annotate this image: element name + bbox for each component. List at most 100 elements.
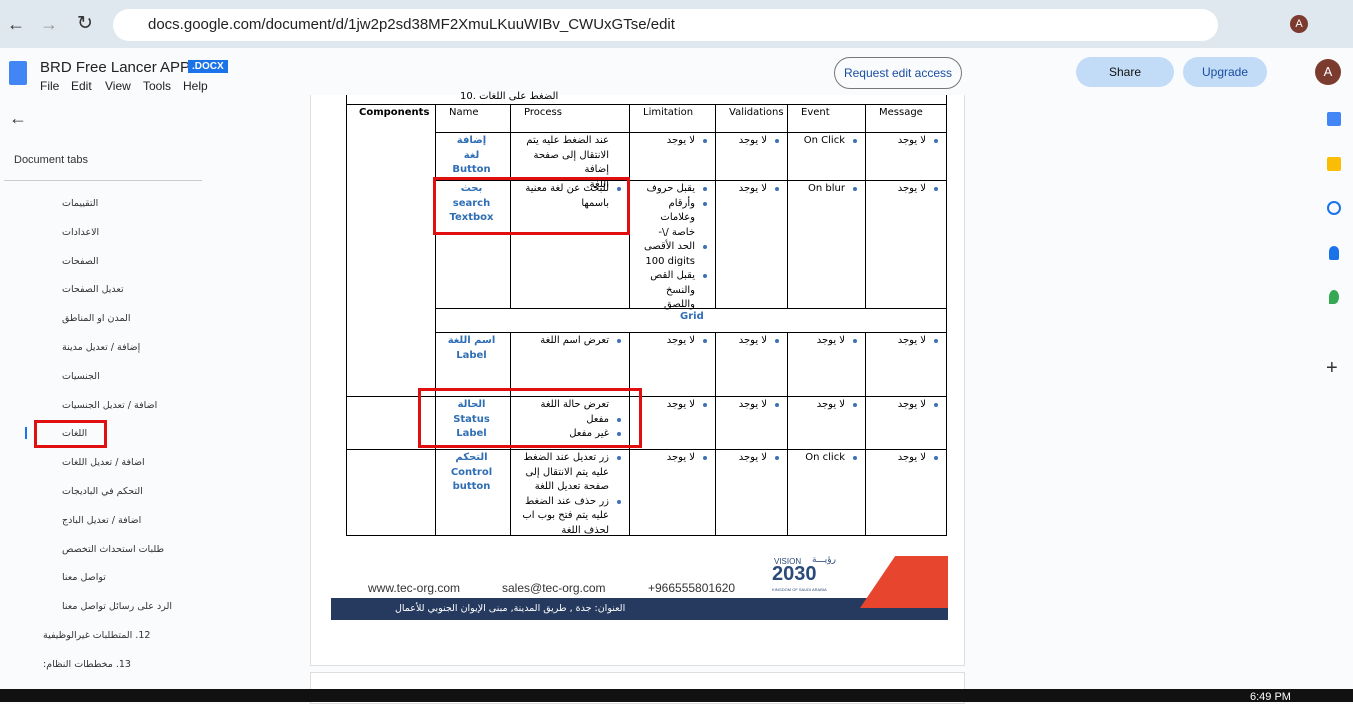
cell-item: زر تعديل عند الضغط عليه يتم الانتقال إلى ص…	[514, 451, 623, 495]
sidebar-item[interactable]: اضافة / تعديل اللغات	[62, 457, 145, 469]
cell-text: لا يوجد	[816, 335, 845, 346]
calendar-icon[interactable]	[1327, 112, 1341, 126]
table-border	[435, 180, 946, 181]
sidebar-item[interactable]: الاعدادات	[62, 226, 100, 238]
sidebar-item[interactable]: 13. مخططات النظام:	[43, 658, 131, 670]
cell-item: لا يوجد	[869, 398, 940, 413]
table-cell: لا يوجد	[719, 398, 781, 413]
cell-text: لحذف اللغة	[561, 524, 609, 536]
doc-badge: .DOCX	[188, 60, 228, 73]
divider	[4, 180, 202, 181]
cell-text: الحالة	[457, 399, 486, 410]
bullet	[775, 187, 779, 191]
bullet	[775, 456, 779, 460]
cell-text: On click	[805, 452, 845, 463]
docs-logo[interactable]	[9, 61, 27, 85]
table-border	[346, 95, 347, 535]
bullet	[617, 417, 621, 422]
table-border	[435, 332, 946, 333]
forward[interactable]: →	[40, 14, 58, 34]
sidebar-item[interactable]: تواصل معنا	[62, 572, 106, 584]
sidebar-item[interactable]: التقييمات	[62, 198, 99, 209]
cell-item: لا يوجد	[633, 398, 709, 413]
account-avatar[interactable]: A	[1315, 59, 1341, 85]
url-pill[interactable]	[113, 9, 1218, 41]
cell-item: إضافة لغة Button	[439, 134, 504, 178]
table-border	[346, 449, 946, 450]
cell-text: صفحة تعديل اللغة	[534, 481, 609, 492]
sidebar-item[interactable]: طلبات استحداث التخصص	[62, 543, 165, 555]
bullet	[703, 339, 707, 343]
cell-text: لا يوجد	[897, 399, 926, 410]
sidebar-item[interactable]: المدن او المناطق	[62, 313, 131, 325]
menu-item[interactable]: Help	[183, 79, 208, 93]
cell-item: لا يوجد	[791, 398, 859, 413]
cell-text: يقبل القص	[650, 270, 695, 281]
contacts-icon[interactable]	[1329, 246, 1339, 260]
sidebar-item[interactable]: التحكم في الباديجات	[62, 486, 143, 497]
cell-text: لا يوجد	[897, 452, 926, 463]
request-edit-button[interactable]: Request edit access	[834, 57, 962, 89]
cell-item: مفعل	[514, 413, 623, 428]
header-cell: Event	[801, 107, 830, 118]
cell-item: لا يوجد	[719, 182, 781, 197]
add-addon[interactable]: +	[1326, 357, 1338, 379]
table-cell: لا يوجد	[633, 451, 709, 466]
sidebar-item[interactable]: إضافة / تعديل مدينة	[62, 342, 141, 353]
table-cell: لا يوجد	[869, 334, 940, 349]
cell-text: التحكم	[455, 452, 488, 463]
sidebar-item[interactable]: اللغات	[62, 428, 88, 440]
bullet	[703, 139, 707, 143]
cell-item: لا يوجد	[719, 451, 781, 466]
header-cell: Name	[449, 107, 479, 118]
sidebar-item[interactable]: اضافة / تعديل الجنسيات	[62, 399, 158, 411]
bullet	[853, 139, 857, 143]
cell-item: تعرض حالة اللغة	[514, 398, 623, 413]
sidebar-item[interactable]: الرد على رسائل تواصل معنا	[62, 601, 172, 613]
back[interactable]: ←	[7, 14, 25, 34]
doc-title[interactable]: BRD Free Lancer APP	[40, 59, 191, 76]
cell-text: Control	[450, 466, 493, 478]
bullet	[617, 456, 621, 460]
menu-item[interactable]: Edit	[71, 79, 92, 93]
sidebar-item[interactable]: تعديل الصفحات	[62, 284, 124, 296]
cell-text: لا يوجد	[897, 135, 926, 146]
cell-text: عند الضغط عليه يتم	[526, 135, 609, 146]
maps-icon[interactable]	[1329, 290, 1339, 304]
table-border	[510, 104, 511, 308]
menu-item[interactable]: Tools	[143, 79, 172, 93]
cell-text: والنسخ	[665, 284, 695, 296]
bullet	[934, 339, 938, 343]
sidebar-item[interactable]: الجنسيات	[62, 370, 100, 382]
cell-item: يقبل حروف	[633, 182, 709, 197]
table-cell: لا يوجد	[791, 334, 859, 349]
table-cell: الحالة Status Label	[439, 398, 504, 442]
sidebar-item[interactable]: الصفحات	[62, 255, 99, 267]
reload[interactable]: ↻	[77, 13, 93, 34]
cell-text: يقبل حروف	[646, 183, 695, 194]
upgrade-button[interactable]: Upgrade	[1183, 57, 1267, 87]
url[interactable]: docs.google.com/document/d/1jw2p2sd38MF2…	[148, 16, 675, 33]
cell-item: بحث search Textbox	[439, 182, 504, 226]
menu-item[interactable]: View	[105, 79, 131, 93]
highlight-box	[433, 177, 630, 235]
sidebar-item[interactable]: 12. المتطلبات غيرالوظيفية	[43, 630, 151, 641]
sidebar-back[interactable]: ←	[9, 108, 27, 128]
table-border	[629, 332, 630, 535]
table-cell: عند الضغط عليه يتم الانتقال إلى صفحة إضاف…	[514, 134, 623, 192]
sidebar-item[interactable]: اضافة / تعديل البادج	[62, 514, 142, 526]
table-border	[435, 104, 436, 535]
cell-item: لا يوجد	[791, 334, 859, 349]
tasks-icon[interactable]	[1327, 201, 1341, 215]
cell-text: لا يوجد	[738, 452, 767, 463]
table-border	[346, 535, 947, 536]
keep-icon[interactable]	[1327, 157, 1341, 171]
table-cell: لا يوجد	[791, 398, 859, 413]
menu-item[interactable]: File	[40, 79, 60, 93]
cell-item: يقبل القص والنسخ واللصق	[633, 269, 709, 313]
share-button[interactable]: Share	[1076, 57, 1174, 87]
profile[interactable]: A	[1290, 15, 1308, 33]
bullet	[934, 139, 938, 143]
table-border	[787, 332, 788, 535]
